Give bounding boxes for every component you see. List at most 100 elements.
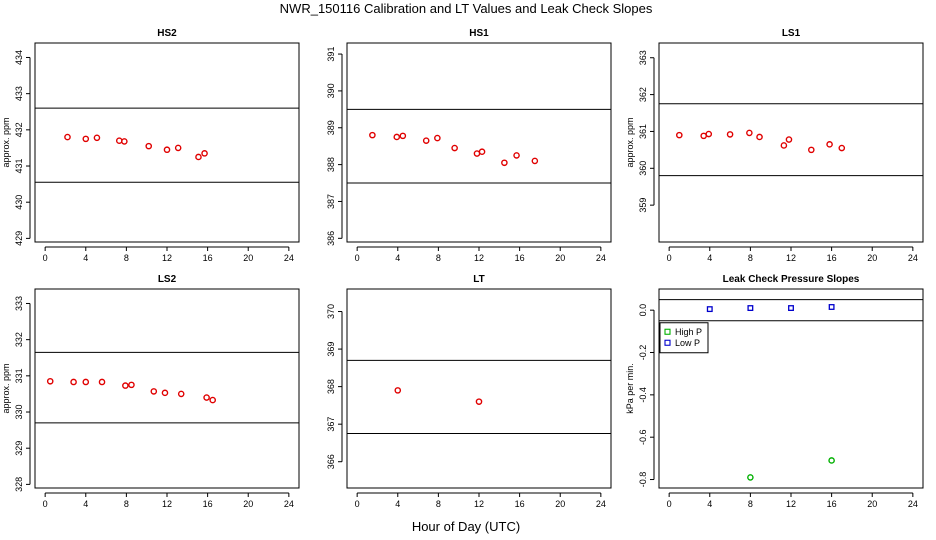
x-tick-label: 4 [83,253,88,263]
y-tick-label: 429 [14,231,24,246]
x-tick-label: 24 [908,499,918,509]
data-point [82,378,90,386]
y-tick-label: 332 [14,332,24,347]
y-axis-label: kPa per min. [625,363,635,414]
x-tick-label: 0 [667,253,672,263]
data-point [756,133,763,141]
x-tick-label: 4 [707,253,712,263]
data-point [122,382,129,389]
x-tick-label: 16 [515,253,525,263]
x-tick-label: 12 [786,499,796,509]
x-tick-label: 24 [284,253,294,263]
data-point [826,141,833,148]
x-tick-label: 0 [355,253,360,263]
x-tick-label: 24 [596,499,606,509]
y-tick-label: -0.4 [638,387,648,403]
data-point [115,137,123,144]
data-point [478,148,486,156]
data-point [46,377,54,385]
x-tick-label: 12 [786,253,796,263]
plot-frame [658,42,924,243]
legend-marker [664,339,671,346]
x-tick-label: 20 [555,253,565,263]
x-tick-label: 16 [203,253,213,263]
x-tick-label: 20 [243,253,253,263]
data-point [70,378,77,386]
plot-frame [346,42,612,243]
y-tick-label: 369 [326,342,336,357]
panel-title: HS1 [469,28,489,39]
y-tick-label: 331 [14,368,24,383]
data-point [195,153,202,161]
panel-title: Leak Check Pressure Slopes [723,274,860,285]
plot-frame [34,288,300,489]
data-point [706,306,713,313]
data-point [513,152,520,159]
data-point [393,133,401,141]
x-tick-label: 8 [124,253,129,263]
y-tick-label: 430 [14,195,24,210]
y-tick-label: 367 [326,417,336,432]
x-tick-label: 16 [515,499,525,509]
y-tick-label: 431 [14,159,24,174]
x-tick-label: 12 [162,499,172,509]
data-point [780,142,788,149]
y-tick-label: 370 [326,304,336,319]
data-point [98,378,106,386]
x-tick-label: 8 [748,253,753,263]
x-tick-label: 4 [395,499,400,509]
x-tick-label: 24 [596,253,606,263]
y-tick-label: 366 [326,454,336,469]
y-axis-label: approx. ppm [1,363,11,413]
y-tick-label: 333 [14,296,24,311]
data-point [747,305,754,312]
x-tick-label: 0 [43,253,48,263]
y-tick-label: 0.0 [638,304,648,317]
data-point [475,398,483,405]
data-point [399,132,407,140]
y-tick-label: 330 [14,405,24,420]
data-point [828,457,835,464]
y-tick-label: 433 [14,86,24,101]
data-point [531,157,539,165]
y-tick-label: 389 [326,120,336,135]
data-point [163,146,171,154]
data-point [705,130,713,138]
y-tick-label: 328 [14,477,24,492]
data-point [838,144,846,152]
panel-6: Leak Check Pressure Slopes 0 4 8 12 16 20 24 0.0… [625,274,924,509]
y-tick-label: 391 [326,47,336,62]
data-point [726,131,734,138]
x-tick-label: 8 [436,253,441,263]
legend-box [659,322,709,354]
y-tick-label: 387 [326,194,336,209]
x-tick-label: 4 [707,499,712,509]
data-point [201,150,208,157]
x-tick-label: 12 [474,499,484,509]
x-tick-label: 8 [748,499,753,509]
y-axis-label: approx. ppm [625,117,635,167]
plot-frame [346,288,612,489]
x-tick-label: 0 [355,499,360,509]
data-point [808,146,815,154]
x-tick-label: 24 [908,253,918,263]
y-tick-label: 362 [638,87,648,102]
data-point [422,137,430,144]
panel-1: HS2 0 4 8 12 16 20 24 429 430 431 432 433 434 approx. … [1,28,300,263]
data-point [209,396,216,404]
y-tick-label: -0.6 [638,429,648,445]
x-tick-label: 4 [83,499,88,509]
x-tick-label: 16 [203,499,213,509]
y-tick-label: 432 [14,122,24,137]
panel-title: LS1 [782,28,801,39]
y-tick-label: 368 [326,379,336,394]
data-point [128,381,135,389]
data-point [828,304,835,310]
figure-xlabel: Hour of Day (UTC) [412,519,520,534]
data-point [676,131,683,139]
data-point [369,131,376,139]
data-point [501,159,508,167]
panel-title: LT [473,274,484,285]
